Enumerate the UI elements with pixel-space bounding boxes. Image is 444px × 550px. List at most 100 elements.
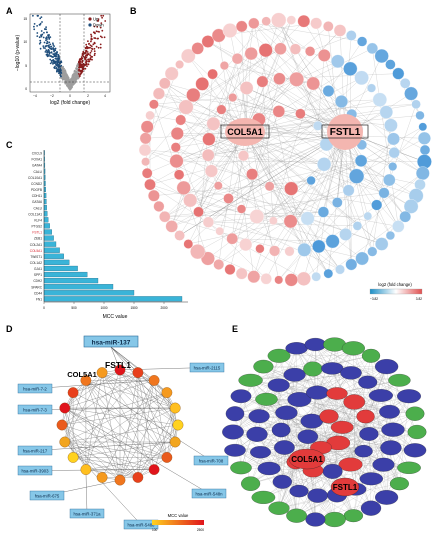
network-edge	[354, 401, 391, 448]
network-edge	[158, 93, 393, 167]
network-node	[216, 104, 227, 115]
volcano-point	[62, 65, 64, 68]
volcano-point	[67, 78, 70, 81]
volcano-point	[42, 36, 45, 39]
gene-node	[343, 509, 364, 523]
category-label: CALU	[33, 170, 42, 174]
gene-node	[388, 373, 411, 387]
network-edge	[376, 204, 391, 236]
category-label: FSTL1	[32, 231, 42, 235]
gene-node	[341, 341, 365, 356]
network-node	[388, 162, 398, 171]
c-x-tick: 1500	[130, 306, 137, 310]
network-edge	[73, 457, 155, 470]
volcano-point	[48, 49, 50, 52]
network-edge	[281, 382, 368, 431]
hub-label-fstl1: FSTL1	[330, 127, 361, 138]
network-edge	[64, 380, 155, 409]
network-edge	[218, 185, 382, 245]
network-edge	[61, 424, 103, 478]
network-edge	[317, 392, 369, 435]
volcano-point	[48, 34, 50, 36]
network-edge	[164, 211, 324, 217]
network-edge	[164, 216, 290, 252]
network-node	[384, 118, 398, 133]
network-node	[215, 226, 224, 236]
network-node	[228, 93, 238, 102]
volcano-point	[103, 36, 106, 39]
volcano-point	[33, 28, 36, 31]
category-label: COL10A1	[28, 176, 42, 180]
volcano-point	[50, 55, 52, 57]
colorbar-b	[369, 288, 423, 295]
network-node	[289, 71, 304, 87]
volcano-point	[51, 61, 53, 64]
network-edge	[119, 369, 176, 409]
network-node	[159, 211, 171, 223]
volcano-point	[93, 41, 96, 44]
gene-node	[271, 422, 291, 438]
bar-chart-c: CXCL9 FOXA1 GATA4 CALU COL10A1 CCND2 PDGFB CDH1…	[28, 150, 188, 310]
gene-node	[172, 419, 184, 431]
network-node	[345, 258, 358, 271]
volcano-point	[98, 31, 100, 33]
network-node	[223, 193, 234, 204]
mirna-label: hsa-miR-548n	[196, 491, 224, 496]
colorbar-b-min: −3.82	[370, 297, 378, 301]
volcano-point	[40, 16, 43, 18]
volcano-point	[60, 69, 62, 72]
network-node	[300, 211, 315, 226]
gene-node	[304, 337, 327, 352]
network-node	[419, 144, 431, 156]
volcano-point	[60, 75, 62, 78]
network-node	[175, 114, 187, 126]
volcano-point	[55, 53, 58, 56]
network-edge	[73, 369, 121, 393]
mirna-edge	[34, 380, 155, 389]
volcano-point	[87, 53, 90, 55]
gene-node	[319, 409, 339, 424]
mirna-label: hsa-miR-7-2	[23, 386, 47, 391]
volcano-point	[46, 31, 48, 34]
network-node	[261, 16, 271, 26]
network-edge	[198, 23, 254, 212]
network-node	[339, 228, 352, 241]
category-label: SPP1	[34, 273, 42, 277]
volcano-point	[48, 41, 51, 44]
network-node	[207, 68, 218, 80]
y-tick: 5	[25, 64, 27, 68]
category-label: CCND2	[31, 182, 42, 186]
volcano-point	[75, 78, 78, 80]
network-edge	[253, 23, 305, 250]
c-x-axis-label: MCC value	[103, 314, 128, 320]
gene-node	[405, 406, 425, 421]
network-edge	[259, 348, 354, 417]
category-label: GATA6	[32, 200, 42, 204]
legend-up-marker	[88, 17, 92, 21]
volcano-point	[76, 74, 78, 76]
gene-node	[275, 405, 298, 420]
volcano-point	[93, 54, 96, 57]
network-node	[297, 14, 311, 28]
network-node	[335, 264, 345, 275]
volcano-points	[32, 14, 107, 91]
network-node	[239, 238, 253, 252]
network-node	[140, 120, 154, 134]
network-node	[201, 35, 215, 48]
gene-node	[272, 474, 292, 489]
volcano-point	[52, 42, 54, 45]
volcano-point	[41, 33, 44, 36]
network-d-nodes	[56, 364, 184, 486]
volcano-point	[85, 43, 88, 46]
volcano-point	[53, 45, 55, 47]
gene-node	[286, 508, 307, 523]
volcano-point	[57, 68, 60, 70]
gene-node	[169, 436, 181, 448]
network-node	[235, 20, 248, 33]
network-node	[173, 169, 185, 180]
network-node	[260, 273, 272, 285]
network-edge	[266, 131, 346, 279]
network-node	[175, 60, 184, 69]
bar	[43, 265, 78, 272]
network-edge	[207, 41, 423, 174]
